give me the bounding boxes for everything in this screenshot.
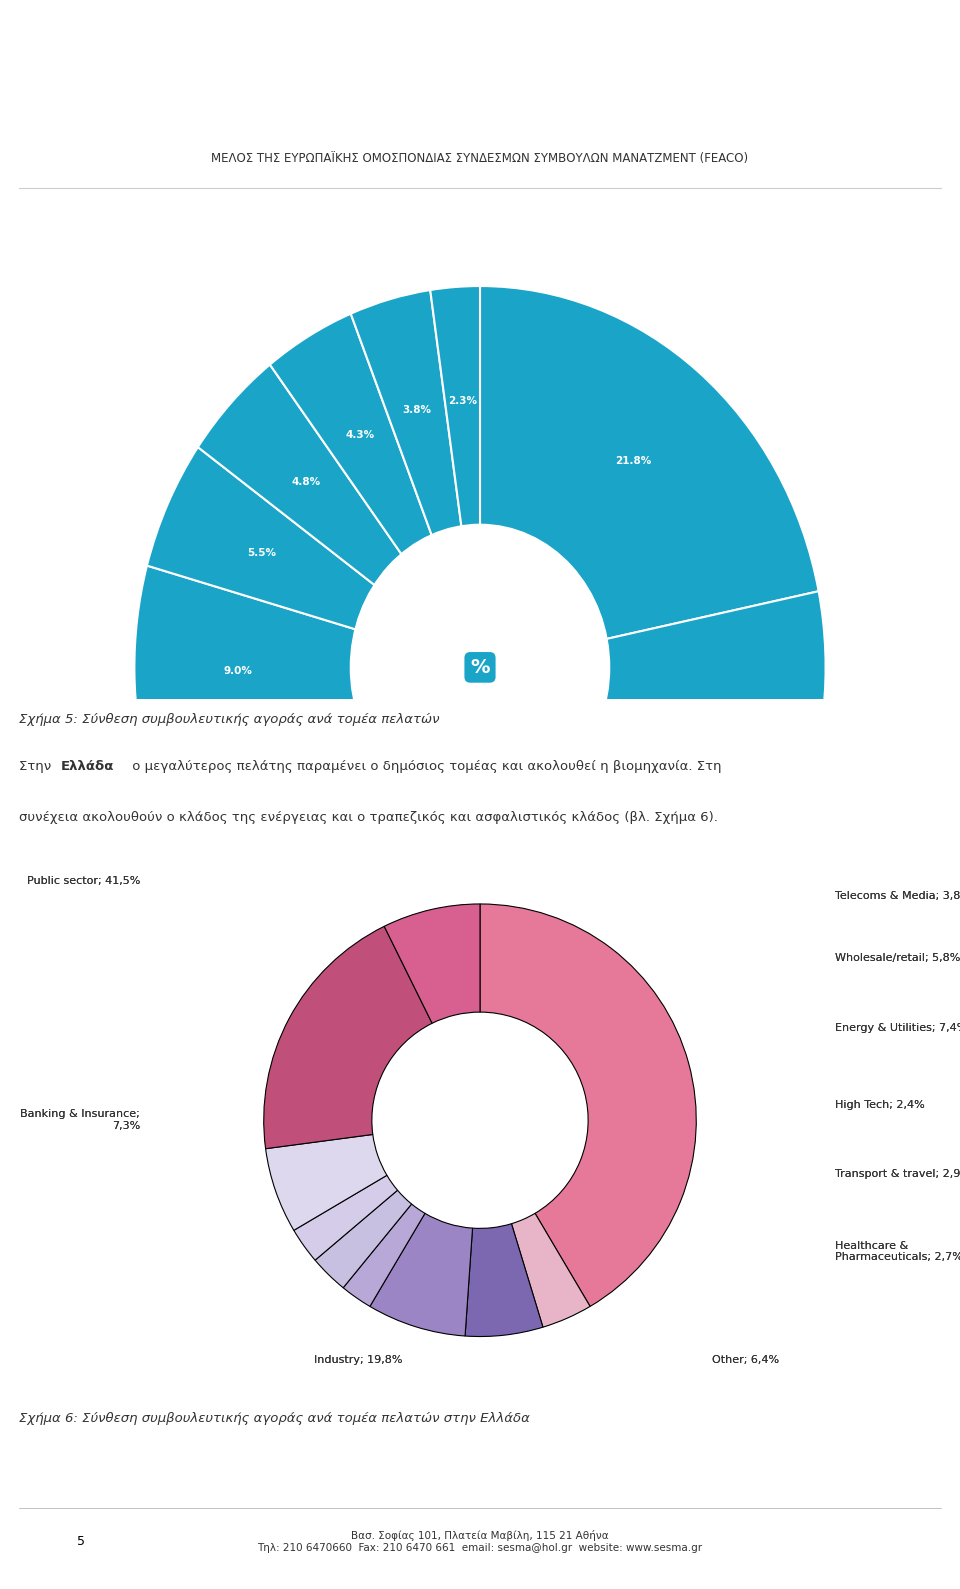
Text: Transport & travel; 2,9%: Transport & travel; 2,9% (835, 1170, 960, 1179)
Text: Telecoms & Media; 3,8%: Telecoms & Media; 3,8% (835, 891, 960, 901)
Text: Transport & travel; 2,9%: Transport & travel; 2,9% (835, 1170, 960, 1179)
Circle shape (350, 524, 610, 810)
Text: Energy & Utilities; 7,4%: Energy & Utilities; 7,4% (835, 1023, 960, 1033)
Wedge shape (265, 667, 646, 1049)
Wedge shape (266, 1135, 387, 1230)
Text: %: % (470, 658, 490, 677)
Text: 4.8%: 4.8% (291, 477, 321, 488)
Text: 2.3%: 2.3% (448, 396, 477, 407)
Text: Wholesale/retail; 5,8%: Wholesale/retail; 5,8% (835, 953, 960, 963)
Text: Σχήμα 6: Σύνθεση συμβουλευτικής αγοράς ανά τομέα πελατών στην Ελλάδα: Σχήμα 6: Σύνθεση συμβουλευτικής αγοράς α… (19, 1411, 530, 1425)
Text: Telecoms & Media; 3,8%: Telecoms & Media; 3,8% (835, 891, 960, 901)
Text: Industry; 19,8%: Industry; 19,8% (314, 1355, 403, 1365)
Wedge shape (264, 926, 432, 1149)
Text: Banking & Insurance;
7,3%: Banking & Insurance; 7,3% (20, 1109, 140, 1131)
Text: 4.3%: 4.3% (346, 431, 374, 440)
Wedge shape (512, 1214, 590, 1327)
Text: Wholesale/retail; 5,8%: Wholesale/retail; 5,8% (835, 953, 960, 963)
Text: Healthcare &
Pharmaceuticals; 2,7%: Healthcare & Pharmaceuticals; 2,7% (835, 1241, 960, 1262)
Text: ΜΕΛΟΣ ΤΗΣ ΕΥΡΩΠΑΪΚΗΣ ΟΜΟΣΠΟΝΔΙΑΣ ΣΥΝΔΕΣΜΩΝ ΣΥΜΒΟΥΛΩΝ ΜΑΝΑΤΖΜΕΝΤ (FEACO): ΜΕΛΟΣ ΤΗΣ ΕΥΡΩΠΑΪΚΗΣ ΟΜΟΣΠΟΝΔΙΑΣ ΣΥΝΔΕΣΜ… (211, 153, 749, 165)
Text: συνέχεια ακολουθούν ο κλάδος της ενέργειας και ο τραπεζικός και ασφαλιστικός κλά: συνέχεια ακολουθούν ο κλάδος της ενέργει… (19, 810, 718, 825)
Text: Other; 6,4%: Other; 6,4% (711, 1355, 779, 1365)
Text: Public sector; 41,5%: Public sector; 41,5% (27, 876, 140, 885)
Wedge shape (480, 286, 819, 667)
Text: High Tech; 2,4%: High Tech; 2,4% (835, 1100, 925, 1109)
Text: Ελλάδα: Ελλάδα (60, 760, 114, 772)
Wedge shape (294, 1176, 397, 1260)
Text: Other; 6,4%: Other; 6,4% (711, 1355, 779, 1365)
Text: 5.5%: 5.5% (247, 548, 276, 558)
Text: Healthcare &
Pharmaceuticals; 2,7%: Healthcare & Pharmaceuticals; 2,7% (835, 1241, 960, 1262)
Wedge shape (480, 591, 826, 1001)
Text: Βασ. Σοφίας 101, Πλατεία Μαβίλη, 115 21 Αθήνα
Τηλ: 210 6470660  Fax: 210 6470 66: Βασ. Σοφίας 101, Πλατεία Μαβίλη, 115 21 … (257, 1530, 703, 1552)
Wedge shape (384, 904, 480, 1023)
Text: Σχήμα 5: Σύνθεση συμβουλευτικής αγοράς ανά τομέα πελατών: Σχήμα 5: Σύνθεση συμβουλευτικής αγοράς α… (19, 712, 440, 726)
Text: Banking & Insurance;
7,3%: Banking & Insurance; 7,3% (20, 1109, 140, 1131)
Text: 5: 5 (77, 1535, 84, 1548)
Wedge shape (270, 313, 480, 667)
Text: 21.8%: 21.8% (615, 456, 651, 466)
Text: 3.8%: 3.8% (402, 405, 431, 415)
Text: 18.7%: 18.7% (442, 928, 478, 939)
Text: ο μεγαλύτερος πελάτης παραμένει ο δημόσιος τομέας και ακολουθεί η βιομηχανία. Στ: ο μεγαλύτερος πελάτης παραμένει ο δημόσι… (128, 760, 722, 772)
Text: High Tech; 2,4%: High Tech; 2,4% (835, 1100, 925, 1109)
Wedge shape (150, 667, 480, 966)
Text: Στην: Στην (19, 760, 56, 772)
Text: 9.6%: 9.6% (266, 812, 295, 823)
Text: 9.0%: 9.0% (224, 666, 252, 675)
Wedge shape (315, 1190, 412, 1287)
Text: Energy & Utilities; 7,4%: Energy & Utilities; 7,4% (835, 1023, 960, 1033)
Wedge shape (430, 286, 480, 667)
Text: 20.2%: 20.2% (682, 774, 718, 785)
Wedge shape (370, 1214, 472, 1336)
Wedge shape (350, 291, 480, 667)
Wedge shape (343, 1204, 425, 1306)
Wedge shape (134, 566, 480, 779)
Wedge shape (147, 447, 480, 667)
Text: Industry; 19,8%: Industry; 19,8% (314, 1355, 403, 1365)
Wedge shape (480, 904, 696, 1306)
Wedge shape (198, 364, 480, 667)
Wedge shape (465, 1224, 543, 1336)
Text: Public sector; 41,5%: Public sector; 41,5% (27, 876, 140, 885)
